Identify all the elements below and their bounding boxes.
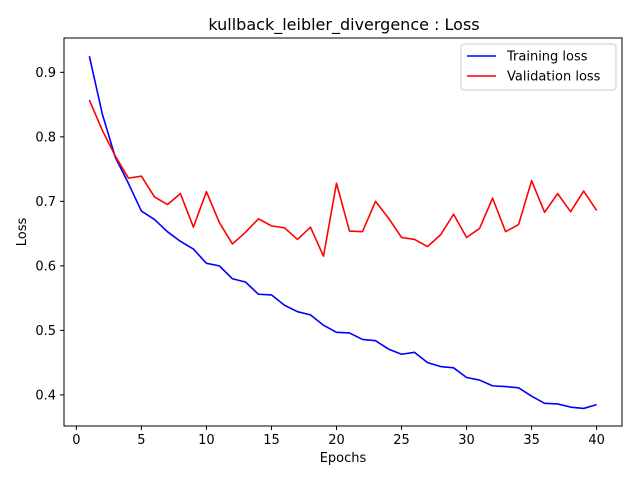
y-tick-label: 0.7 (35, 195, 56, 210)
series-line-1 (88, 99, 598, 257)
x-tick-label: 35 (523, 433, 540, 448)
legend-label-0: Training loss (506, 50, 588, 65)
legend-label-1: Validation loss (507, 70, 601, 85)
x-tick-label: 30 (458, 433, 475, 448)
legend: Training loss Validation loss (460, 43, 617, 91)
x-tick-label: 40 (588, 433, 605, 448)
y-tick-label: 0.5 (35, 324, 56, 339)
x-tick-label: 5 (137, 433, 145, 448)
y-tick-label: 0.6 (35, 259, 56, 274)
plot-frame (63, 37, 623, 427)
x-tick-label: 25 (393, 433, 410, 448)
y-axis: 0.4 0.5 0.6 0.7 0.8 0.9 (35, 66, 64, 403)
series-line-0 (88, 56, 597, 410)
y-tick-label: 0.8 (35, 130, 56, 145)
plot-lines (88, 56, 598, 410)
x-tick-label: 0 (72, 433, 80, 448)
x-tick-label: 15 (263, 433, 280, 448)
legend-box (460, 43, 617, 91)
x-tick-label: 20 (328, 433, 345, 448)
y-axis-label: Loss (15, 218, 30, 247)
x-tick-label: 10 (198, 433, 215, 448)
chart-title: kullback_leibler_divergence : Loss (208, 15, 479, 35)
y-tick-label: 0.4 (35, 388, 56, 403)
y-tick-label: 0.9 (35, 66, 56, 81)
x-axis: 0 5 10 15 20 25 30 35 40 (72, 426, 605, 448)
x-axis-label: Epochs (320, 451, 367, 466)
